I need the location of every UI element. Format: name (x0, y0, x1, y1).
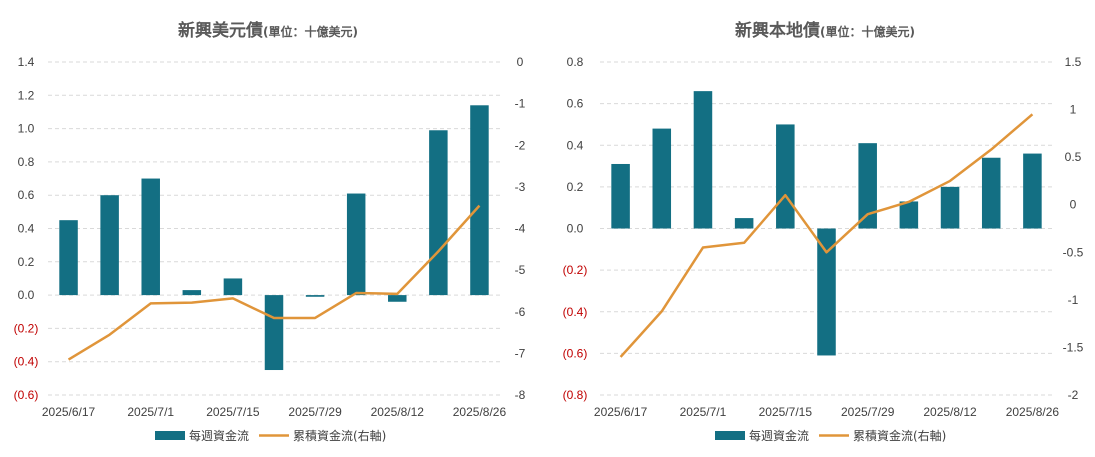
bar (940, 186, 960, 229)
y-left-tick-label: 0.4 (567, 138, 584, 152)
y-left-tick-label: 1.2 (18, 88, 35, 102)
bar (141, 178, 160, 296)
x-tick-label: 2025/8/12 (371, 405, 425, 419)
bar (981, 157, 1001, 229)
legend-label-weekly: 每週資金流 (749, 428, 809, 443)
y-right-tick-label: -2 (515, 138, 526, 152)
bar (693, 91, 713, 229)
bar (817, 228, 836, 356)
y-right-tick-label: -7 (515, 346, 526, 360)
x-tick-label: 2025/8/26 (1006, 405, 1060, 419)
y-left-tick-label: (0.8) (563, 388, 588, 402)
x-tick-label: 2025/7/15 (206, 405, 260, 419)
bar (388, 295, 407, 302)
y-left-tick-label: 0.8 (18, 155, 35, 169)
y-right-tick-label: -3 (515, 180, 526, 194)
y-right-tick-label: 0 (1070, 198, 1077, 212)
y-left-tick-label: (0.4) (14, 355, 39, 369)
bar (470, 105, 489, 296)
x-tick-label: 2025/7/1 (680, 405, 727, 419)
y-right-tick-label: -6 (515, 305, 526, 319)
x-tick-label: 2025/7/29 (841, 405, 895, 419)
x-tick-label: 2025/8/26 (453, 405, 507, 419)
chart-title: 新興本地債(單位：十億美元) (735, 20, 915, 41)
bar (100, 195, 119, 296)
y-right-tick-label: -0.5 (1063, 245, 1084, 259)
y-right-tick-label: 1 (1070, 103, 1077, 117)
y-left-tick-label: 0.6 (567, 97, 584, 111)
legend-label-cumulative: 累積資金流(右軸) (293, 428, 386, 443)
legend: 每週資金流 累積資金流(右軸) (715, 428, 946, 443)
y-left-tick-label: (0.2) (563, 263, 588, 277)
y-left-tick-label: 0.2 (18, 255, 35, 269)
legend-label-cumulative: 累積資金流(右軸) (853, 428, 946, 443)
y-left-tick-label: 0.8 (567, 55, 584, 69)
x-tick-label: 2025/6/17 (594, 405, 648, 419)
y-left-tick-label: (0.4) (563, 305, 588, 319)
y-right-tick-label: -1 (1068, 293, 1079, 307)
bar (223, 278, 243, 296)
y-left-tick-label: 0.0 (567, 222, 584, 236)
y-right-tick-label: -8 (515, 388, 526, 402)
y-left-tick-label: 0.6 (18, 188, 35, 202)
y-left-tick-label: 1.4 (18, 55, 35, 69)
bar (776, 124, 795, 229)
y-right-tick-label: -1.5 (1063, 340, 1084, 354)
y-left-tick-label: (0.6) (14, 388, 39, 402)
bar (734, 218, 754, 229)
bar (1023, 153, 1042, 229)
legend-bar-swatch (715, 431, 745, 440)
bar (858, 143, 877, 229)
y-right-tick-label: 0 (517, 55, 524, 69)
y-right-tick-label: -1 (515, 97, 526, 111)
y-right-tick-label: 1.5 (1065, 55, 1082, 69)
bar (611, 163, 630, 229)
chart-2: 新興本地債(單位：十億美元) 0.8 0.6 0.4 0.2 0.0 (0.2) (0.4) (… (563, 20, 1084, 443)
y-right-tick-label: -2 (1068, 388, 1079, 402)
chart-subtitle: (單位：十億美元) (820, 24, 915, 39)
bar (652, 128, 672, 229)
y-left-tick-label: 0.2 (567, 180, 584, 194)
bar (305, 295, 325, 297)
x-tick-label: 2025/8/12 (923, 405, 977, 419)
bar (182, 290, 202, 296)
chart-1: 新興美元債(單位：十億美元) 1.4 1.2 1.0 0.8 0.6 0.4 0.2 0.0 (0… (14, 20, 526, 443)
chart-title-main: 新興美元債 (178, 20, 263, 41)
y-right-tick-label: -5 (515, 263, 526, 277)
legend-label-weekly: 每週資金流 (189, 428, 249, 443)
y-left-tick-label: 1.0 (18, 122, 35, 136)
bar (59, 220, 78, 296)
bar (899, 201, 919, 229)
y-left-tick-label: 0.4 (18, 222, 35, 236)
y-left-tick-label: (0.6) (563, 346, 588, 360)
chart-title-main: 新興本地債 (735, 20, 820, 41)
y-left-tick-label: 0.0 (18, 288, 35, 302)
legend: 每週資金流 累積資金流(右軸) (155, 428, 386, 443)
x-tick-label: 2025/7/29 (288, 405, 342, 419)
chart-subtitle: (單位：十億美元) (263, 24, 358, 39)
bar (264, 295, 284, 371)
chart-title: 新興美元債(單位：十億美元) (178, 20, 358, 41)
y-right-tick-label: -4 (515, 222, 526, 236)
bar (429, 130, 448, 296)
y-right-tick-label: 0.5 (1065, 150, 1082, 164)
x-tick-label: 2025/6/17 (42, 405, 96, 419)
bar (346, 193, 366, 296)
x-tick-label: 2025/7/15 (759, 405, 813, 419)
y-left-tick-label: (0.2) (14, 321, 39, 335)
legend-bar-swatch (155, 431, 185, 440)
x-tick-label: 2025/7/1 (127, 405, 174, 419)
